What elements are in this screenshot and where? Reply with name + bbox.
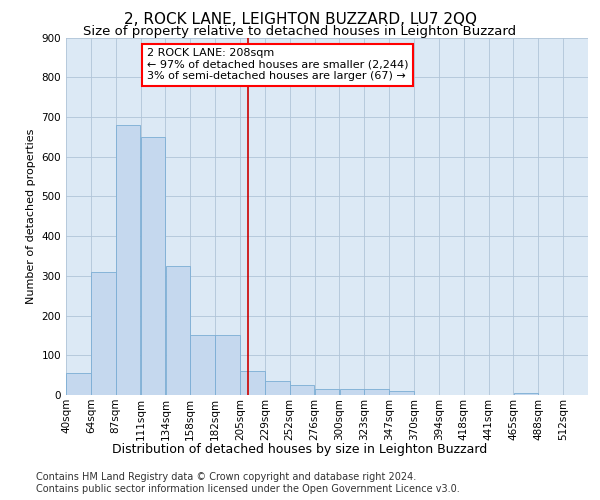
Text: Size of property relative to detached houses in Leighton Buzzard: Size of property relative to detached ho…	[83, 25, 517, 38]
Bar	[166, 266, 190, 395]
Text: 2 ROCK LANE: 208sqm
← 97% of detached houses are smaller (2,244)
3% of semi-deta: 2 ROCK LANE: 208sqm ← 97% of detached ho…	[147, 48, 409, 82]
Text: Contains HM Land Registry data © Crown copyright and database right 2024.: Contains HM Land Registry data © Crown c…	[36, 472, 416, 482]
Bar	[240, 371, 265, 395]
Bar	[190, 336, 215, 395]
Bar	[66, 373, 91, 395]
Bar	[265, 381, 290, 395]
Bar	[514, 393, 538, 395]
Bar	[340, 389, 364, 395]
Text: 2, ROCK LANE, LEIGHTON BUZZARD, LU7 2QQ: 2, ROCK LANE, LEIGHTON BUZZARD, LU7 2QQ	[124, 12, 476, 28]
Bar	[389, 391, 414, 395]
Text: Contains public sector information licensed under the Open Government Licence v3: Contains public sector information licen…	[36, 484, 460, 494]
Bar	[290, 385, 314, 395]
Bar	[315, 389, 339, 395]
Text: Distribution of detached houses by size in Leighton Buzzard: Distribution of detached houses by size …	[112, 442, 488, 456]
Y-axis label: Number of detached properties: Number of detached properties	[26, 128, 36, 304]
Bar	[116, 125, 140, 395]
Bar	[141, 137, 165, 395]
Bar	[364, 389, 389, 395]
Bar	[215, 336, 240, 395]
Bar	[91, 272, 116, 395]
